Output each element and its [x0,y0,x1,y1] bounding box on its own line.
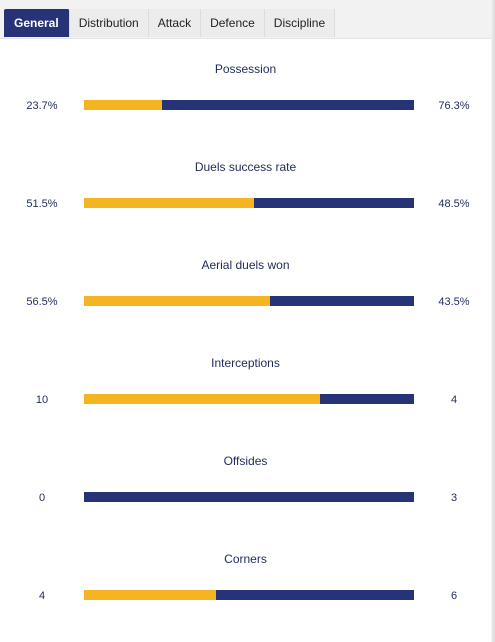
stat-title: Duels success rate [194,160,297,174]
stat-title: Interceptions [211,356,280,370]
stat-away-value: 3 [450,492,458,504]
stat-bar [84,296,414,306]
stat-away-value: 6 [450,590,458,602]
stat-bar [84,394,414,404]
page-edge-shadow [491,0,495,642]
stat-away-value: 43.5% [438,296,470,308]
stat-possession: Possession 23.7% 76.3% [0,62,491,122]
stat-bar-home-fill [84,394,320,404]
stat-bar-home-fill [84,296,271,306]
tab-general[interactable]: General [4,9,70,37]
stat-bar-home-fill [84,100,163,110]
tab-discipline[interactable]: Discipline [264,9,336,37]
stat-title: Corners [224,552,267,566]
stat-home-value: 23.7% [26,100,58,112]
stat-home-value: 10 [35,394,49,406]
stat-away-value: 76.3% [438,100,470,112]
stat-title: Aerial duels won [201,258,290,272]
stat-duels-success-rate: Duels success rate 51.5% 48.5% [0,160,491,220]
stat-offsides: Offsides 0 3 [0,454,491,514]
stat-away-value: 4 [450,394,458,406]
stat-bar-home-fill [84,198,254,208]
stat-title: Possession [214,62,277,76]
tab-list: General Distribution Attack Defence Disc… [4,9,336,37]
stat-home-value: 56.5% [26,296,58,308]
stat-bar [84,198,414,208]
stat-bar [84,492,414,502]
stat-away-value: 48.5% [438,198,470,210]
stat-aerial-duels-won: Aerial duels won 56.5% 43.5% [0,258,491,318]
stat-title: Offsides [223,454,268,468]
stat-home-value: 0 [38,492,46,504]
tab-distribution[interactable]: Distribution [69,9,149,37]
stat-home-value: 4 [38,590,46,602]
stat-bar-home-fill [84,590,216,600]
stat-bar [84,100,414,110]
tab-attack[interactable]: Attack [148,9,202,37]
tab-defence[interactable]: Defence [201,9,265,37]
tab-bar: General Distribution Attack Defence Disc… [0,0,495,39]
stat-interceptions: Interceptions 10 4 [0,356,491,416]
stat-corners: Corners 4 6 [0,552,491,612]
stat-home-value: 51.5% [26,198,58,210]
stat-bar [84,590,414,600]
